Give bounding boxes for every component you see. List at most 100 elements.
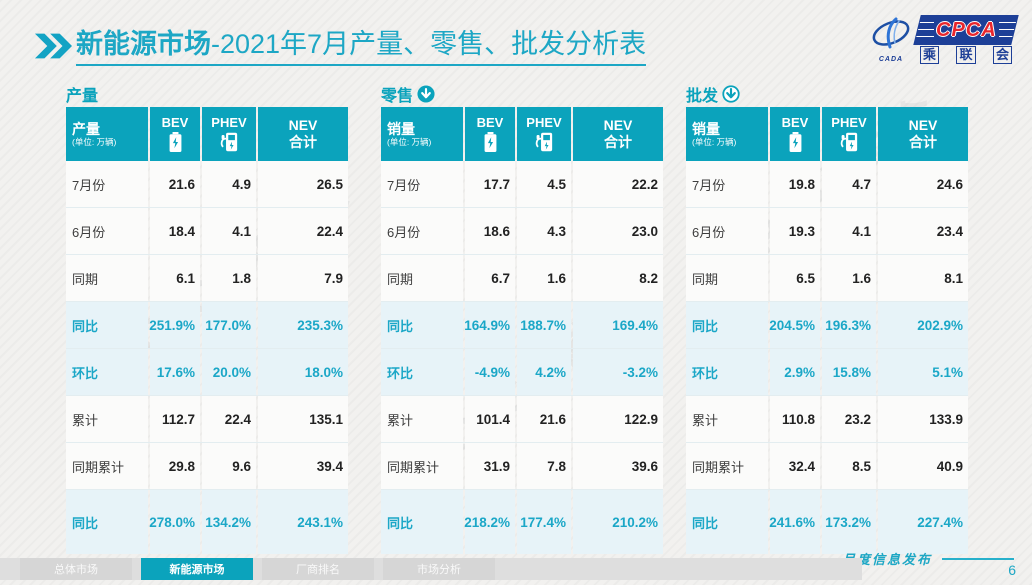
table-row: 同期 6.5 1.6 8.1 <box>686 254 968 301</box>
row-label: 累计 <box>66 396 148 442</box>
row-label: 环比 <box>381 349 463 395</box>
cn-char: 乘 <box>920 46 940 64</box>
divider-line <box>942 557 1014 560</box>
phev-value: 177.0% <box>202 302 256 348</box>
battery-icon <box>484 132 496 153</box>
cpca-emblem-icon <box>872 17 910 49</box>
cpca-acronym-band: CPCA <box>914 16 1018 44</box>
publish-label: 月度信息发布 <box>841 552 932 567</box>
table-row: 同比 218.2% 177.4% 210.2% <box>381 489 663 554</box>
bev-column-label: BEV <box>161 114 189 130</box>
row-label: 6月份 <box>686 208 768 254</box>
nev-value: 22.4 <box>258 208 348 254</box>
table-header: 销量 (单位: 万辆) BEV PHEV NEV 合计 <box>381 107 663 161</box>
tab-overall-market[interactable]: 总体市场 <box>20 558 132 580</box>
section-title-label: 零售 <box>381 88 414 105</box>
bev-value: 6.7 <box>465 255 515 301</box>
header-label-cell: 销量 (单位: 万辆) <box>381 107 463 161</box>
tab-oem-ranking[interactable]: 厂商排名 <box>262 558 374 580</box>
retail-table: 零售 销量 (单位: 万辆) BEV PHEV <box>381 84 663 554</box>
bev-value: 19.3 <box>770 208 820 254</box>
nev-value: 26.5 <box>258 161 348 207</box>
phev-value: 1.6 <box>517 255 571 301</box>
charging-station-icon <box>840 132 858 152</box>
bev-value: 31.9 <box>465 443 515 489</box>
table-row: 7月份 21.6 4.9 26.5 <box>66 161 348 207</box>
cn-char: 会 <box>992 46 1012 64</box>
bev-value: 278.0% <box>149 490 200 554</box>
table-row: 同比 251.9% 177.0% 235.3% <box>66 301 348 348</box>
table-row: 环比 17.6% 20.0% 18.0% <box>66 348 348 395</box>
tab-nev-market[interactable]: 新能源市场 <box>141 558 253 580</box>
bev-value: 17.7 <box>465 161 515 207</box>
row-label: 累计 <box>381 396 463 442</box>
page-title-row: 新能源市场-2021年7月产量、零售、批发分析表 <box>34 29 647 66</box>
nev-value: 7.9 <box>258 255 348 301</box>
nev-column-label: NEV <box>288 116 318 133</box>
bev-value: 19.8 <box>770 161 820 207</box>
phev-value: 4.3 <box>517 208 571 254</box>
nev-value: 22.2 <box>573 161 663 207</box>
phev-value: 4.1 <box>822 208 876 254</box>
row-label: 同期 <box>686 255 768 301</box>
cpca-logo: CADA CPCA 乘 联 会 <box>868 16 1018 64</box>
nev-value: 39.6 <box>573 443 663 489</box>
page-title: 新能源市场-2021年7月产量、零售、批发分析表 <box>76 29 647 66</box>
phev-value: 9.6 <box>202 443 256 489</box>
bev-value: 2.9% <box>770 349 820 395</box>
row-label: 环比 <box>686 349 768 395</box>
table-row: 6月份 18.6 4.3 23.0 <box>381 207 663 254</box>
row-label: 环比 <box>66 349 148 395</box>
header-nev-cell: NEV 合计 <box>878 107 968 161</box>
bev-value: 21.6 <box>150 161 200 207</box>
nev-column-label: NEV <box>908 116 938 133</box>
bev-value: 32.4 <box>770 443 820 489</box>
bev-value: 18.6 <box>465 208 515 254</box>
bev-value: 218.2% <box>464 490 515 554</box>
down-arrow-ring-icon <box>722 85 740 103</box>
phev-value: 196.3% <box>822 302 876 348</box>
table-header: 产量 (单位: 万辆) BEV PHEV NEV 合计 <box>66 107 348 161</box>
battery-icon <box>789 132 801 153</box>
nev-value: 210.2% <box>573 490 663 554</box>
table-row: 7月份 17.7 4.5 22.2 <box>381 161 663 207</box>
bev-value: 29.8 <box>150 443 200 489</box>
bev-value: 6.1 <box>150 255 200 301</box>
header-bev-cell: BEV <box>465 107 515 161</box>
cpca-wordmark: CPCA 乘 联 会 <box>914 16 1018 64</box>
nev-total-label: 合计 <box>289 134 317 150</box>
nev-value: 243.1% <box>258 490 348 554</box>
phev-value: 4.7 <box>822 161 876 207</box>
wholesale-table: 批发 销量 (单位: 万辆) BEV PHEV <box>686 84 968 554</box>
phev-value: 188.7% <box>517 302 571 348</box>
header-metric-name: 销量 <box>692 120 720 137</box>
bev-value: 110.8 <box>770 396 820 442</box>
row-label: 7月份 <box>381 161 463 207</box>
row-label: 同比 <box>66 302 148 348</box>
table-body: 7月份 21.6 4.9 26.5 6月份 18.4 4.1 22.4 同期 6… <box>66 161 348 554</box>
row-label: 同期 <box>66 255 148 301</box>
tab-market-analysis[interactable]: 市场分析 <box>383 558 495 580</box>
nev-value: 169.4% <box>573 302 663 348</box>
header-bev-cell: BEV <box>150 107 200 161</box>
table-row: 同期累计 32.4 8.5 40.9 <box>686 442 968 489</box>
nev-value: 40.9 <box>878 443 968 489</box>
production-table: 产量 产量 (单位: 万辆) BEV PHEV NEV 合计 <box>66 84 348 554</box>
table-body: 7月份 19.8 4.7 24.6 6月份 19.3 4.1 23.4 同期 6… <box>686 161 968 554</box>
retail-section-title: 零售 <box>381 84 663 105</box>
table-header: 销量 (单位: 万辆) BEV PHEV NEV 合计 <box>686 107 968 161</box>
phev-column-label: PHEV <box>526 114 562 130</box>
nev-column-label: NEV <box>603 116 633 133</box>
page-title-rest: -2021年7月产量、零售、批发分析表 <box>211 29 647 59</box>
table-row: 同期 6.1 1.8 7.9 <box>66 254 348 301</box>
nev-value: 23.4 <box>878 208 968 254</box>
row-label: 同比 <box>66 490 148 554</box>
header-unit: (单位: 万辆) <box>692 136 737 147</box>
nev-value: 24.6 <box>878 161 968 207</box>
phev-value: 7.8 <box>517 443 571 489</box>
phev-value: 177.4% <box>517 490 571 554</box>
page-number: 6 <box>1008 562 1016 578</box>
bev-value: 241.6% <box>769 490 820 554</box>
bev-value: 6.5 <box>770 255 820 301</box>
table-row: 同比 204.5% 196.3% 202.9% <box>686 301 968 348</box>
